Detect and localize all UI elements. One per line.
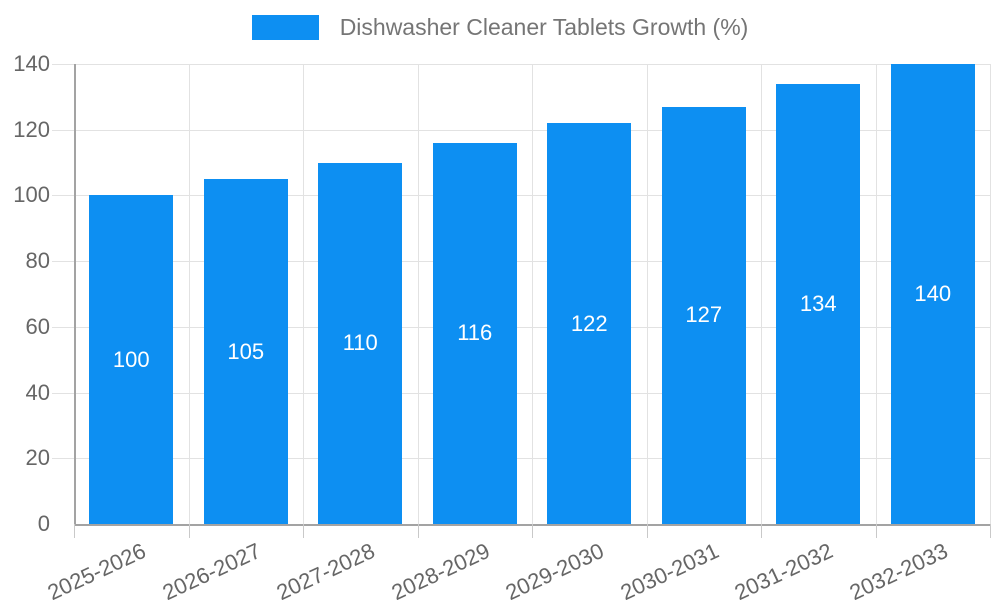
bar[interactable]: 134 xyxy=(776,83,861,524)
x-tick-mark xyxy=(761,524,762,538)
legend-swatch xyxy=(251,15,319,40)
bar-value-label: 140 xyxy=(914,281,952,306)
bar-value-label: 116 xyxy=(457,320,493,346)
gridline xyxy=(532,64,533,524)
chart-legend: Dishwasher Cleaner Tablets Growth (%) xyxy=(0,14,1000,41)
gridline xyxy=(188,64,190,524)
y-tick-label: 100 xyxy=(13,182,50,208)
bar[interactable]: 100 xyxy=(89,195,174,524)
x-tick-mark xyxy=(875,524,877,538)
legend-item[interactable]: Dishwasher Cleaner Tablets Growth (%) xyxy=(251,14,749,41)
bar[interactable]: 116 xyxy=(432,142,517,524)
x-tick-mark xyxy=(990,524,991,538)
gridline xyxy=(52,392,990,394)
gridline xyxy=(646,64,648,524)
bar[interactable]: 105 xyxy=(203,179,288,524)
x-tick-label: 2028-2029 xyxy=(387,538,494,600)
y-axis-line xyxy=(74,64,76,524)
x-tick-label: 2025-2026 xyxy=(43,538,150,600)
x-tick-mark xyxy=(646,524,648,538)
gridline xyxy=(52,261,990,263)
y-tick-label: 120 xyxy=(13,116,50,142)
bar-value-label: 122 xyxy=(570,310,608,336)
x-tick-mark xyxy=(303,524,304,538)
legend-label: Dishwasher Cleaner Tablets Growth (%) xyxy=(339,14,749,40)
gridline xyxy=(52,326,990,328)
bar[interactable]: 127 xyxy=(661,106,746,524)
y-tick-label: 20 xyxy=(25,445,50,471)
y-tick-label: 140 xyxy=(13,51,50,76)
x-tick-label: 2030-2031 xyxy=(616,538,723,600)
x-tick-mark xyxy=(417,524,419,538)
y-tick-label: 60 xyxy=(25,313,50,339)
bar-value-label: 100 xyxy=(112,346,150,372)
gridline xyxy=(761,64,762,524)
y-tick-label: 40 xyxy=(25,379,50,405)
x-tick-label: 2031-2032 xyxy=(730,538,837,600)
x-tick-mark xyxy=(532,524,533,538)
y-tick-label: 80 xyxy=(25,248,50,274)
gridline xyxy=(990,64,991,524)
x-tick-label: 2027-2028 xyxy=(272,538,379,600)
x-tick-mark xyxy=(188,524,190,538)
bar[interactable]: 122 xyxy=(547,123,632,524)
gridline xyxy=(52,195,990,197)
bar-value-label: 134 xyxy=(799,290,837,316)
gridline xyxy=(52,64,990,65)
gridline xyxy=(52,129,990,131)
plot-area: 100 105 110 116 122 127 134 140 0 20 40 60 80 100 120 1… xyxy=(13,52,991,600)
bar-value-label: 127 xyxy=(685,302,723,328)
gridline xyxy=(303,64,304,524)
x-tick-label: 2026-2027 xyxy=(158,538,265,600)
x-tick-label: 2029-2030 xyxy=(501,538,608,600)
gridline xyxy=(875,64,877,524)
gridline xyxy=(417,64,419,524)
bar[interactable]: 140 xyxy=(890,64,975,524)
bar-value-label: 105 xyxy=(227,338,265,364)
bar[interactable]: 110 xyxy=(318,162,403,524)
gridline xyxy=(52,458,990,460)
x-tick-label: 2032-2033 xyxy=(845,538,952,600)
bar-value-label: 110 xyxy=(342,330,378,356)
y-tick-label: 0 xyxy=(37,511,50,536)
x-tick-mark xyxy=(74,524,75,538)
